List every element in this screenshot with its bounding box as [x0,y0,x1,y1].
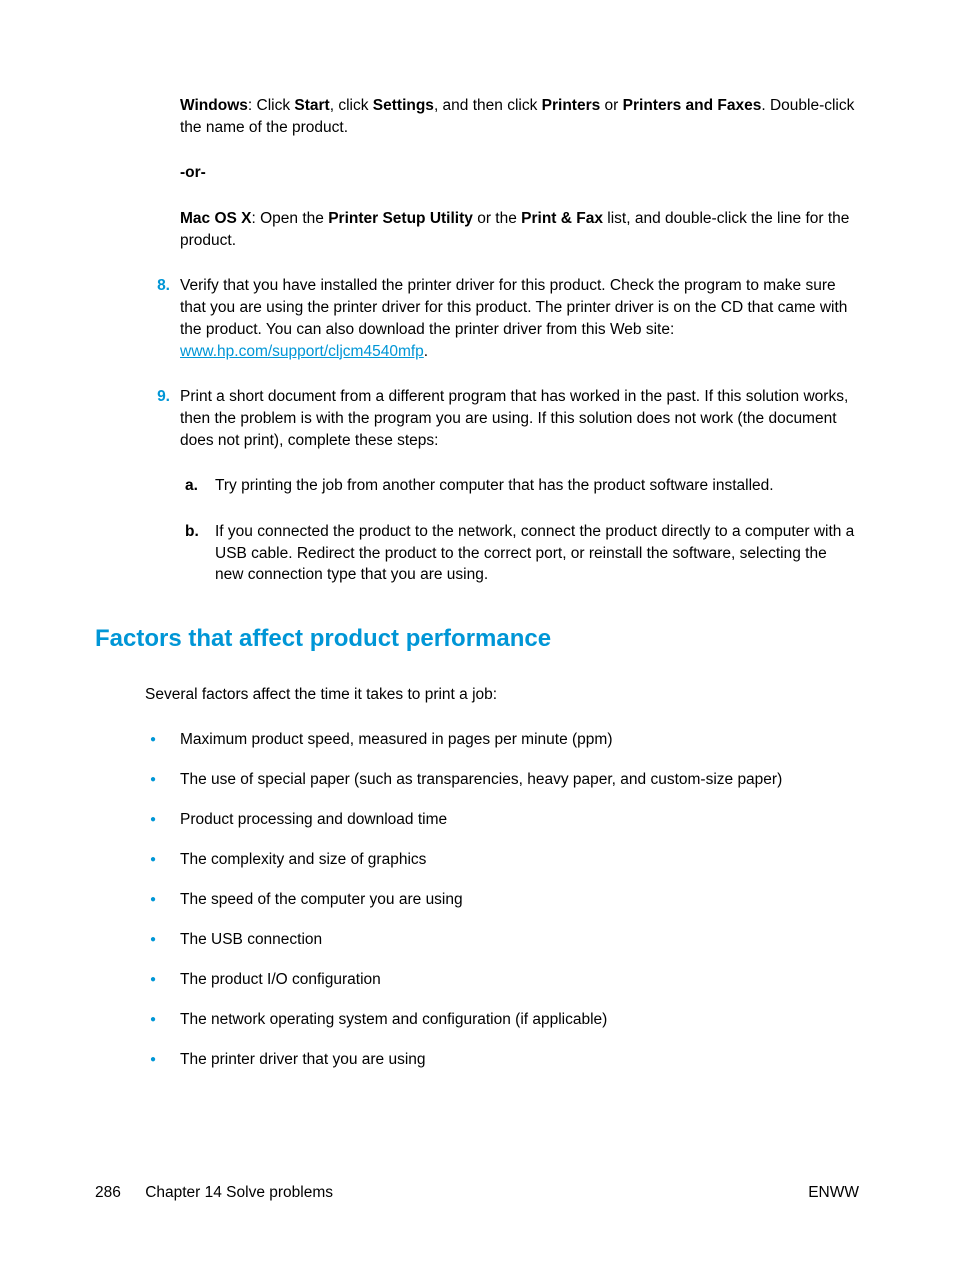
bullet-text: The product I/O configuration [180,969,859,991]
bullet-text: The complexity and size of graphics [180,849,859,871]
start-label: Start [294,97,329,114]
bullet-text: Product processing and download time [180,809,859,831]
settings-label: Settings [373,97,434,114]
step-9a-marker: a. [180,475,215,497]
print-fax-label: Print & Fax [521,210,603,227]
section-heading: Factors that affect product performance [95,622,859,656]
page-footer: 286 Chapter 14 Solve problems ENWW [95,1184,859,1202]
macosx-paragraph: Mac OS X: Open the Printer Setup Utility… [180,208,859,251]
bullet-item: ● The USB connection [145,929,859,951]
bullet-text: The network operating system and configu… [180,1009,859,1031]
bullet-item: ● The speed of the computer you are usin… [145,889,859,911]
step-8: 8. Verify that you have installed the pr… [95,275,859,362]
windows-paragraph: Windows: Click Start, click Settings, an… [180,95,859,138]
bullet-item: ● Maximum product speed, measured in pag… [145,729,859,751]
bullet-text: The speed of the computer you are using [180,889,859,911]
bullet-item: ● The use of special paper (such as tran… [145,769,859,791]
bullet-icon: ● [145,1009,180,1031]
bullet-icon: ● [145,729,180,751]
windows-label: Windows [180,97,248,114]
footer-right: ENWW [808,1184,859,1202]
step-9-marker: 9. [145,386,180,586]
bullet-item: ● The network operating system and confi… [145,1009,859,1031]
footer-left: 286 Chapter 14 Solve problems [95,1184,333,1202]
bullet-item: ● The printer driver that you are using [145,1049,859,1071]
page-content: Windows: Click Start, click Settings, an… [95,95,859,1071]
intro-paragraph: Several factors affect the time it takes… [145,684,859,706]
bullet-icon: ● [145,929,180,951]
bullet-icon: ● [145,1049,180,1071]
support-link[interactable]: www.hp.com/support/cljcm4540mfp [180,343,424,360]
step-9-body: Print a short document from a different … [180,386,859,586]
step-9b-body: If you connected the product to the netw… [215,521,859,586]
step-9a: a. Try printing the job from another com… [180,475,859,497]
bullet-icon: ● [145,889,180,911]
step-9a-body: Try printing the job from another comput… [215,475,859,497]
bullet-item: ● The product I/O configuration [145,969,859,991]
page-number: 286 [95,1184,121,1201]
bullet-icon: ● [145,769,180,791]
bullet-item: ● The complexity and size of graphics [145,849,859,871]
step-9b-marker: b. [180,521,215,586]
bullet-icon: ● [145,809,180,831]
step-8-body: Verify that you have installed the print… [180,275,859,362]
printer-setup-utility-label: Printer Setup Utility [328,210,473,227]
bullet-text: Maximum product speed, measured in pages… [180,729,859,751]
chapter-label: Chapter 14 Solve problems [145,1184,333,1201]
printers-label: Printers [542,97,601,114]
macosx-label: Mac OS X [180,210,252,227]
bullet-text: The printer driver that you are using [180,1049,859,1071]
bullet-text: The use of special paper (such as transp… [180,769,859,791]
step-9: 9. Print a short document from a differe… [95,386,859,586]
bullet-item: ● Product processing and download time [145,809,859,831]
bullet-icon: ● [145,849,180,871]
step-9b: b. If you connected the product to the n… [180,521,859,586]
bullet-text: The USB connection [180,929,859,951]
or-divider: -or- [180,162,859,184]
printers-faxes-label: Printers and Faxes [623,97,762,114]
bullet-icon: ● [145,969,180,991]
step-8-marker: 8. [145,275,180,362]
